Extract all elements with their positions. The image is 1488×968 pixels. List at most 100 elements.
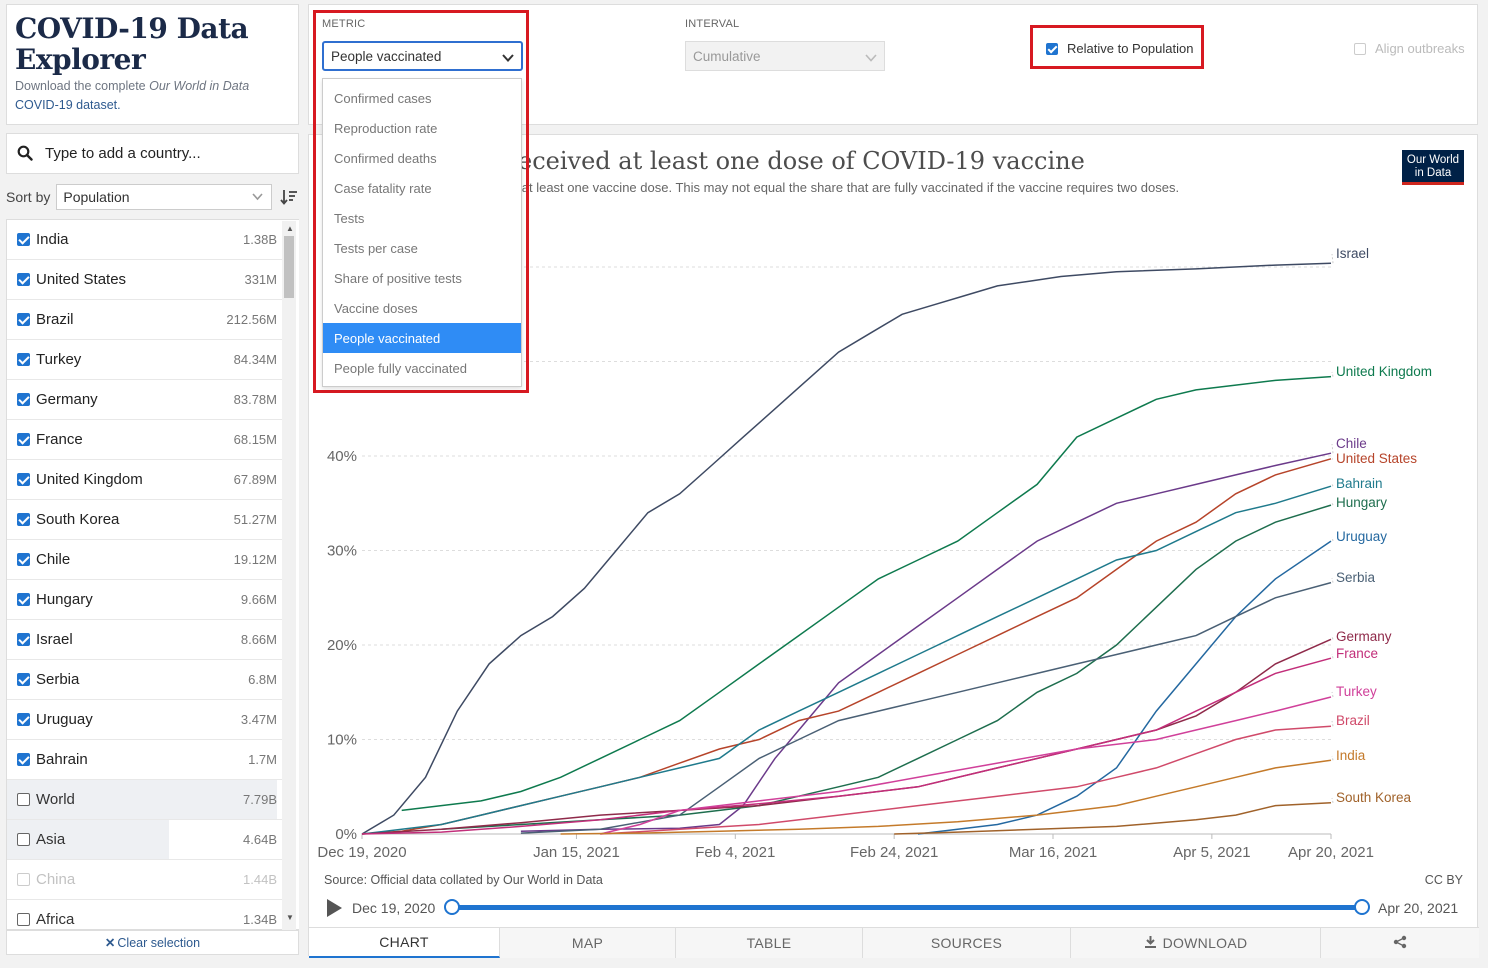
scroll-up-icon[interactable]: ▲	[286, 224, 294, 233]
checkbox-checked-icon[interactable]	[17, 633, 30, 646]
series-label: France	[1336, 646, 1378, 661]
tab-table[interactable]: TABLE	[676, 928, 863, 958]
metric-option[interactable]: Share of positive tests	[334, 270, 462, 286]
checkbox-checked-icon[interactable]	[17, 313, 30, 326]
metric-select[interactable]: People vaccinated	[322, 41, 523, 71]
label-leader	[1331, 577, 1334, 583]
country-row[interactable]: Brazil 212.56M	[7, 300, 283, 340]
country-row[interactable]: World 7.79B	[7, 780, 283, 820]
series-line	[361, 262, 1332, 835]
country-row[interactable]: Chile 19.12M	[7, 540, 283, 580]
metric-select-value: People vaccinated	[331, 48, 442, 64]
chart-title: ho received at least one dose of COVID-1…	[469, 147, 1085, 175]
metric-option[interactable]: People vaccinated	[323, 323, 521, 353]
country-row[interactable]: Uruguay 3.47M	[7, 700, 283, 740]
tab-chart[interactable]: CHART	[309, 928, 500, 958]
play-icon[interactable]	[327, 899, 342, 917]
country-row[interactable]: United Kingdom 67.89M	[7, 460, 283, 500]
metric-option[interactable]: Tests	[334, 210, 365, 226]
country-row[interactable]: Asia 4.64B	[7, 820, 283, 860]
checkbox-checked-icon[interactable]	[17, 713, 30, 726]
country-name: Germany	[36, 391, 98, 408]
relative-to-population-checkbox[interactable]: Relative to Population	[1046, 41, 1193, 56]
metric-label: METRIC	[322, 18, 366, 30]
sort-select[interactable]: Population	[56, 184, 273, 210]
metric-option[interactable]: Tests per case	[334, 240, 418, 256]
timeline-end-handle[interactable]	[1354, 899, 1370, 915]
scrollbar-thumb[interactable]	[284, 236, 294, 298]
checkbox-unchecked-icon[interactable]	[17, 913, 30, 926]
population-bar	[7, 820, 169, 859]
scroll-down-icon[interactable]: ▼	[286, 913, 294, 922]
clear-selection-label: Clear selection	[117, 935, 201, 950]
clear-selection-button[interactable]: ✕ Clear selection	[6, 930, 299, 955]
metric-option[interactable]: Confirmed cases	[334, 90, 432, 106]
metric-option[interactable]: People fully vaccinated	[334, 360, 467, 376]
series-line	[894, 802, 1332, 835]
checkbox-checked-icon[interactable]	[17, 393, 30, 406]
checkbox-checked-icon[interactable]	[17, 593, 30, 606]
country-row[interactable]: Hungary 9.66M	[7, 580, 283, 620]
align-outbreaks-checkbox[interactable]: Align outbreaks	[1354, 41, 1465, 56]
timeline-start-handle[interactable]	[444, 899, 460, 915]
checkbox-checked-icon[interactable]	[17, 473, 30, 486]
country-name: China	[36, 871, 76, 888]
series-line	[361, 485, 1332, 835]
country-population: 1.7M	[248, 752, 277, 767]
country-row[interactable]: Africa 1.34B	[7, 900, 283, 929]
label-leader	[1331, 371, 1334, 377]
country-row[interactable]: South Korea 51.27M	[7, 500, 283, 540]
checkbox-checked-icon[interactable]	[17, 273, 30, 286]
align-outbreaks-label: Align outbreaks	[1375, 41, 1465, 56]
checkbox-unchecked-icon[interactable]	[17, 833, 30, 846]
country-search[interactable]	[6, 133, 299, 174]
country-row[interactable]: Bahrain 1.7M	[7, 740, 283, 780]
checkbox-checked-icon[interactable]	[17, 353, 30, 366]
checkbox-unchecked-icon[interactable]	[17, 793, 30, 806]
country-name: France	[36, 431, 83, 448]
checkbox-checked-icon[interactable]	[1046, 42, 1058, 55]
scrollbar-track[interactable]	[282, 221, 296, 930]
checkbox-checked-icon[interactable]	[17, 753, 30, 766]
tab-sources[interactable]: SOURCES	[863, 928, 1071, 958]
tab-map[interactable]: MAP	[500, 928, 676, 958]
checkbox-checked-icon[interactable]	[17, 553, 30, 566]
timeline-track[interactable]	[452, 905, 1362, 910]
tab-share[interactable]	[1321, 928, 1479, 958]
series-label: Hungary	[1336, 495, 1387, 510]
country-row[interactable]: Israel 8.66M	[7, 620, 283, 660]
y-tick-label: 40%	[327, 448, 357, 465]
checkbox-unchecked-icon[interactable]	[1354, 42, 1366, 55]
metric-option[interactable]: Case fatality rate	[334, 180, 432, 196]
tab-download[interactable]: DOWNLOAD	[1071, 928, 1321, 958]
population-bar	[7, 780, 277, 819]
checkbox-checked-icon[interactable]	[17, 233, 30, 246]
country-row[interactable]: China 1.44B	[7, 860, 283, 900]
country-name: Africa	[36, 911, 75, 928]
country-name: United States	[36, 271, 127, 288]
country-population: 6.8M	[248, 672, 277, 687]
country-name: Israel	[36, 631, 73, 648]
metric-option[interactable]: Vaccine doses	[334, 300, 418, 316]
search-input[interactable]	[43, 144, 283, 163]
country-row[interactable]: France 68.15M	[7, 420, 283, 460]
country-name: Chile	[36, 551, 71, 568]
checkbox-checked-icon[interactable]	[17, 433, 30, 446]
checkbox-checked-icon[interactable]	[17, 513, 30, 526]
country-row[interactable]: Serbia 6.8M	[7, 660, 283, 700]
country-row[interactable]: United States 331M	[7, 260, 283, 300]
download-link[interactable]: COVID-19 dataset.	[15, 98, 121, 112]
country-row[interactable]: Germany 83.78M	[7, 380, 283, 420]
country-row[interactable]: Turkey 84.34M	[7, 340, 283, 380]
metric-option[interactable]: Reproduction rate	[334, 120, 438, 136]
sort-order-icon[interactable]	[280, 188, 298, 206]
owid-logo[interactable]: Our World in Data	[1402, 150, 1464, 185]
series-label: Germany	[1336, 629, 1392, 644]
checkbox-checked-icon[interactable]	[17, 673, 30, 686]
checkbox-unchecked-icon[interactable]	[17, 873, 30, 886]
chart-license[interactable]: CC BY	[1424, 873, 1463, 887]
interval-select[interactable]: Cumulative	[685, 41, 885, 71]
metric-option[interactable]: Confirmed deaths	[334, 150, 437, 166]
title-card: COVID-19 Data Explorer Download the comp…	[6, 4, 299, 125]
country-row[interactable]: India 1.38B	[7, 220, 283, 260]
